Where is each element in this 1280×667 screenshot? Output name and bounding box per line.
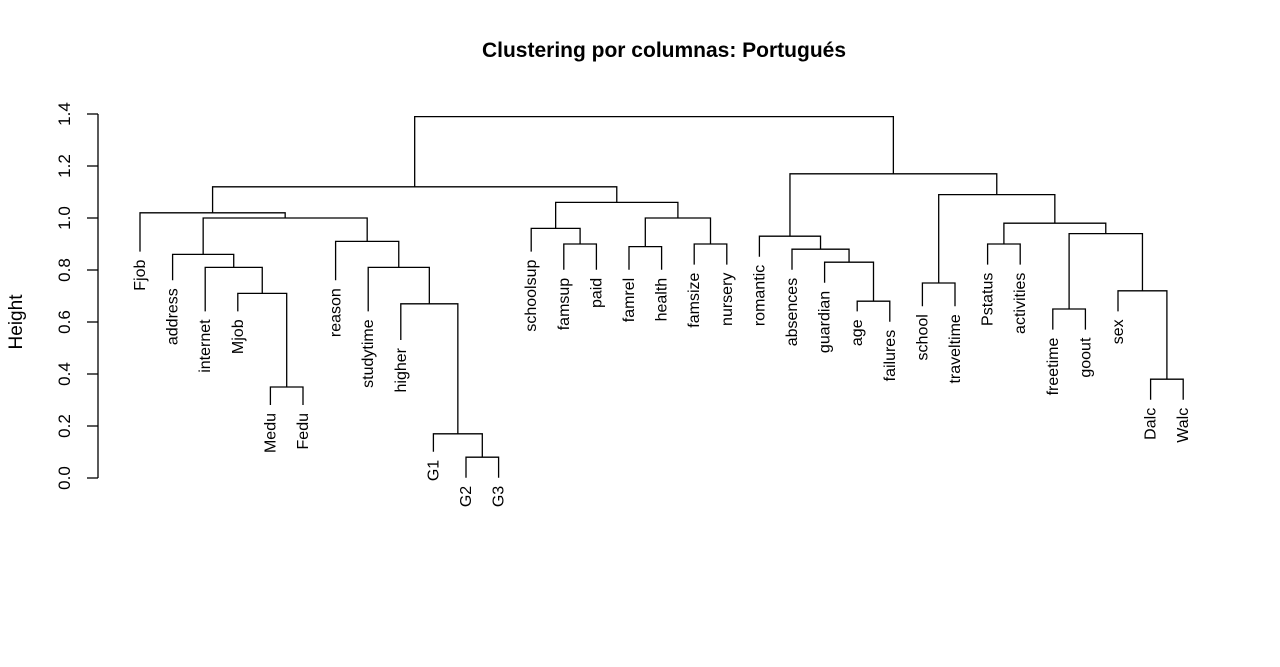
- y-tick-label: 0.4: [55, 362, 74, 386]
- merge-link: [367, 266, 430, 312]
- merge-link: [204, 266, 263, 312]
- leaf-label-romantic: romantic: [751, 265, 768, 326]
- leaf-label-guardian: guardian: [817, 291, 834, 353]
- leaf-label-activities: activities: [1012, 273, 1029, 334]
- leaf-label-address: address: [165, 288, 182, 345]
- y-axis: 0.0 0.2 0.4 0.6 0.8 1.0 1.2 1.4: [55, 102, 99, 490]
- leaf-label-higher: higher: [393, 347, 410, 392]
- leaf-label-nursery: nursery: [719, 273, 736, 326]
- merge-link: [530, 227, 581, 252]
- merge-link: [921, 282, 956, 307]
- leaf-label-G2: G2: [458, 486, 475, 507]
- y-tick-label: 0.0: [55, 466, 74, 490]
- leaf-label-schoolsup: schoolsup: [523, 259, 540, 331]
- merge-link: [938, 193, 1056, 283]
- leaf-label-Fjob: Fjob: [132, 259, 149, 290]
- merge-link: [693, 243, 728, 265]
- leaf-label-internet: internet: [197, 319, 214, 373]
- leaf-labels: Fjob address internet Mjob Medu Fedu reason stu…: [132, 259, 1192, 507]
- merge-link: [1149, 378, 1184, 400]
- merge-link: [202, 217, 368, 255]
- leaf-label-Medu: Medu: [262, 413, 279, 453]
- leaf-label-Fedu: Fedu: [295, 413, 312, 449]
- merge-link: [856, 300, 891, 322]
- leaf-label-Pstatus: Pstatus: [980, 273, 997, 326]
- y-tick-label: 1.0: [55, 206, 74, 230]
- chart-title: Clustering por columnas: Portugués: [482, 39, 846, 62]
- leaf-label-traveltime: traveltime: [947, 314, 964, 383]
- merge-link: [465, 456, 500, 478]
- leaf-label-G1: G1: [425, 460, 442, 481]
- y-tick-label: 1.4: [55, 102, 74, 126]
- y-tick-label: 0.6: [55, 310, 74, 334]
- leaf-label-health: health: [654, 278, 671, 322]
- merge-link: [1068, 232, 1144, 309]
- merge-link: [555, 201, 679, 229]
- merge-link: [986, 243, 1021, 265]
- y-tick-label: 0.8: [55, 258, 74, 282]
- leaf-label-Dalc: Dalc: [1143, 408, 1160, 440]
- leaf-label-famsup: famsup: [556, 278, 573, 331]
- dendrogram-links: [139, 115, 1184, 478]
- leaf-label-G3: G3: [491, 486, 508, 507]
- leaf-label-studytime: studytime: [360, 319, 377, 388]
- leaf-label-freetime: freetime: [1045, 337, 1062, 395]
- merge-link: [789, 173, 998, 237]
- leaf-label-Mjob: Mjob: [230, 319, 247, 354]
- merge-link: [644, 217, 712, 247]
- y-tick-label: 0.2: [55, 414, 74, 438]
- merge-link: [628, 245, 663, 270]
- merge-link: [269, 386, 304, 405]
- merge-link: [334, 240, 400, 281]
- y-tick-label: 1.2: [55, 154, 74, 178]
- leaf-label-reason: reason: [328, 288, 345, 337]
- leaf-label-famsize: famsize: [686, 272, 703, 327]
- leaf-label-Walc: Walc: [1175, 408, 1192, 443]
- merge-link: [791, 248, 850, 270]
- merge-link: [563, 243, 598, 270]
- leaf-label-absences: absences: [784, 278, 801, 347]
- leaf-label-failures: failures: [882, 330, 899, 382]
- merge-link: [1052, 308, 1087, 330]
- merge-link: [758, 235, 822, 257]
- leaf-label-goout: goout: [1077, 337, 1094, 378]
- y-axis-title: Height: [6, 294, 27, 350]
- leaf-label-famrel: famrel: [621, 278, 638, 322]
- leaf-label-sex: sex: [1110, 319, 1127, 344]
- leaf-label-age: age: [849, 319, 866, 346]
- leaf-label-school: school: [914, 314, 931, 360]
- leaf-label-paid: paid: [588, 278, 605, 308]
- merge-link: [414, 115, 895, 187]
- merge-link: [432, 433, 483, 458]
